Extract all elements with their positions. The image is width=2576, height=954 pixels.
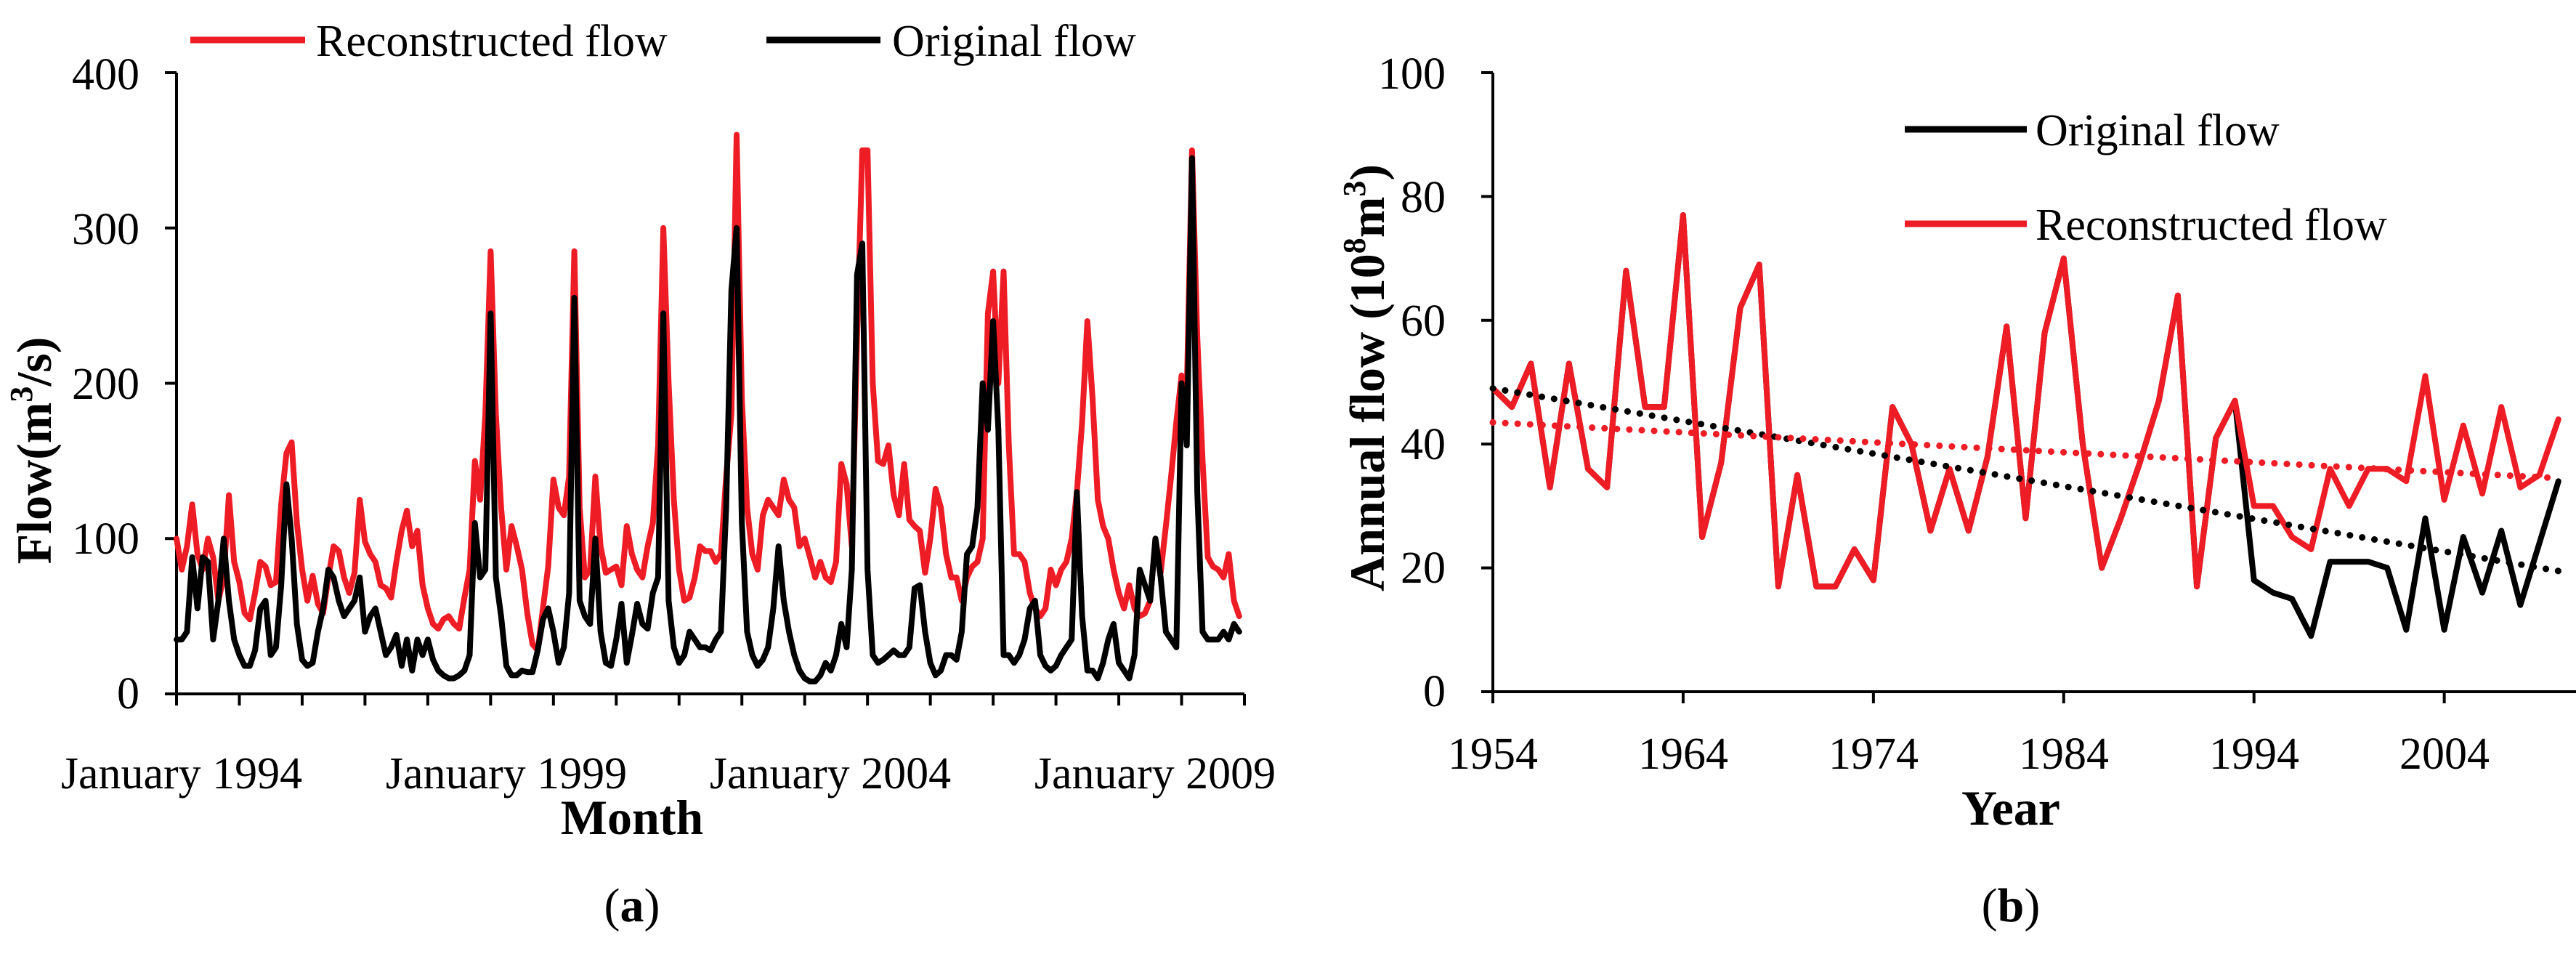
- panel-a-x-tick-label: January 2004: [710, 749, 951, 799]
- panel-b-y-tick-label: 20: [1401, 543, 1446, 593]
- panel-a-x-tick-label: January 2009: [1034, 749, 1276, 799]
- panel-b-y-tick-label: 80: [1401, 173, 1446, 222]
- legend-b: Original flow Reconstructed flow: [1905, 106, 2387, 250]
- panel-b-x-tick-label: 2004: [2399, 729, 2490, 779]
- panel-b-x-tick-label: 1964: [1638, 729, 1728, 779]
- panel-a-plot-area: [165, 71, 1246, 706]
- legend-b-label-reconstructed: Reconstructed flow: [2036, 201, 2387, 250]
- panel-a: Reconstructed flow Original flow Flow(m3…: [4, 17, 1276, 932]
- legend-b-label-original: Original flow: [2036, 106, 2280, 155]
- panel-b-y-axis-title: Annual flow (108m3): [1337, 164, 1395, 591]
- panel-b-y-tick-label: 100: [1378, 49, 1446, 99]
- panel-a-x-tick-labels: January 1994 January 1999 January 2004 J…: [61, 749, 1276, 799]
- legend-a-label-original: Original flow: [892, 17, 1136, 66]
- panel-b-y-tick-labels: 0 20 40 60 80 100: [1378, 49, 1446, 716]
- series-line-reconstructed-flow-trend: [1489, 419, 2562, 482]
- panel-b-x-axis-title: Year: [1961, 780, 2060, 836]
- series-line-reconstructed-flow: [174, 132, 1242, 654]
- series-line-reconstructed-flow: [1490, 212, 2561, 590]
- series-line-original-flow: [1490, 212, 2561, 639]
- panel-a-y-tick-label: 200: [72, 360, 139, 409]
- panel-b-x-tick-label: 1994: [2209, 729, 2299, 779]
- panel-b-y-tick-label: 40: [1401, 420, 1446, 469]
- panel-a-label: (a): [604, 879, 660, 932]
- panel-b: Annual flow (108m3) 0 20 40 60 80 100 19…: [1337, 49, 2576, 932]
- panel-a-y-tick-label: 100: [72, 514, 139, 564]
- panel-a-y-tick-label: 300: [72, 205, 139, 254]
- panel-a-y-tick-labels: 0 100 200 300 400: [72, 50, 139, 719]
- panel-b-plot-area: [1481, 71, 2576, 703]
- panel-b-x-tick-label: 1954: [1448, 729, 1538, 779]
- legend-a: Reconstructed flow Original flow: [190, 17, 1136, 66]
- panel-b-x-tick-label: 1974: [1828, 729, 1919, 779]
- panel-b-x-tick-label: 1984: [2019, 729, 2109, 779]
- panel-a-y-axis-title: Flow(m3/s): [4, 337, 62, 565]
- panel-a-y-tick-label: 0: [117, 669, 139, 719]
- panel-b-label: (b): [1982, 879, 2041, 932]
- legend-a-label-reconstructed: Reconstructed flow: [316, 17, 668, 66]
- panel-a-x-tick-label: January 1994: [61, 749, 302, 799]
- panel-a-x-tick-label: January 1999: [386, 749, 627, 799]
- panel-b-y-tick-label: 60: [1401, 296, 1446, 346]
- panel-b-x-tick-labels: 1954 1964 1974 1984 1994 2004: [1448, 729, 2490, 779]
- panel-a-y-tick-label: 400: [72, 50, 139, 100]
- series-line-original-flow: [174, 155, 1242, 684]
- panel-b-y-tick-label: 0: [1423, 667, 1446, 716]
- panel-a-x-axis-title: Month: [561, 790, 703, 845]
